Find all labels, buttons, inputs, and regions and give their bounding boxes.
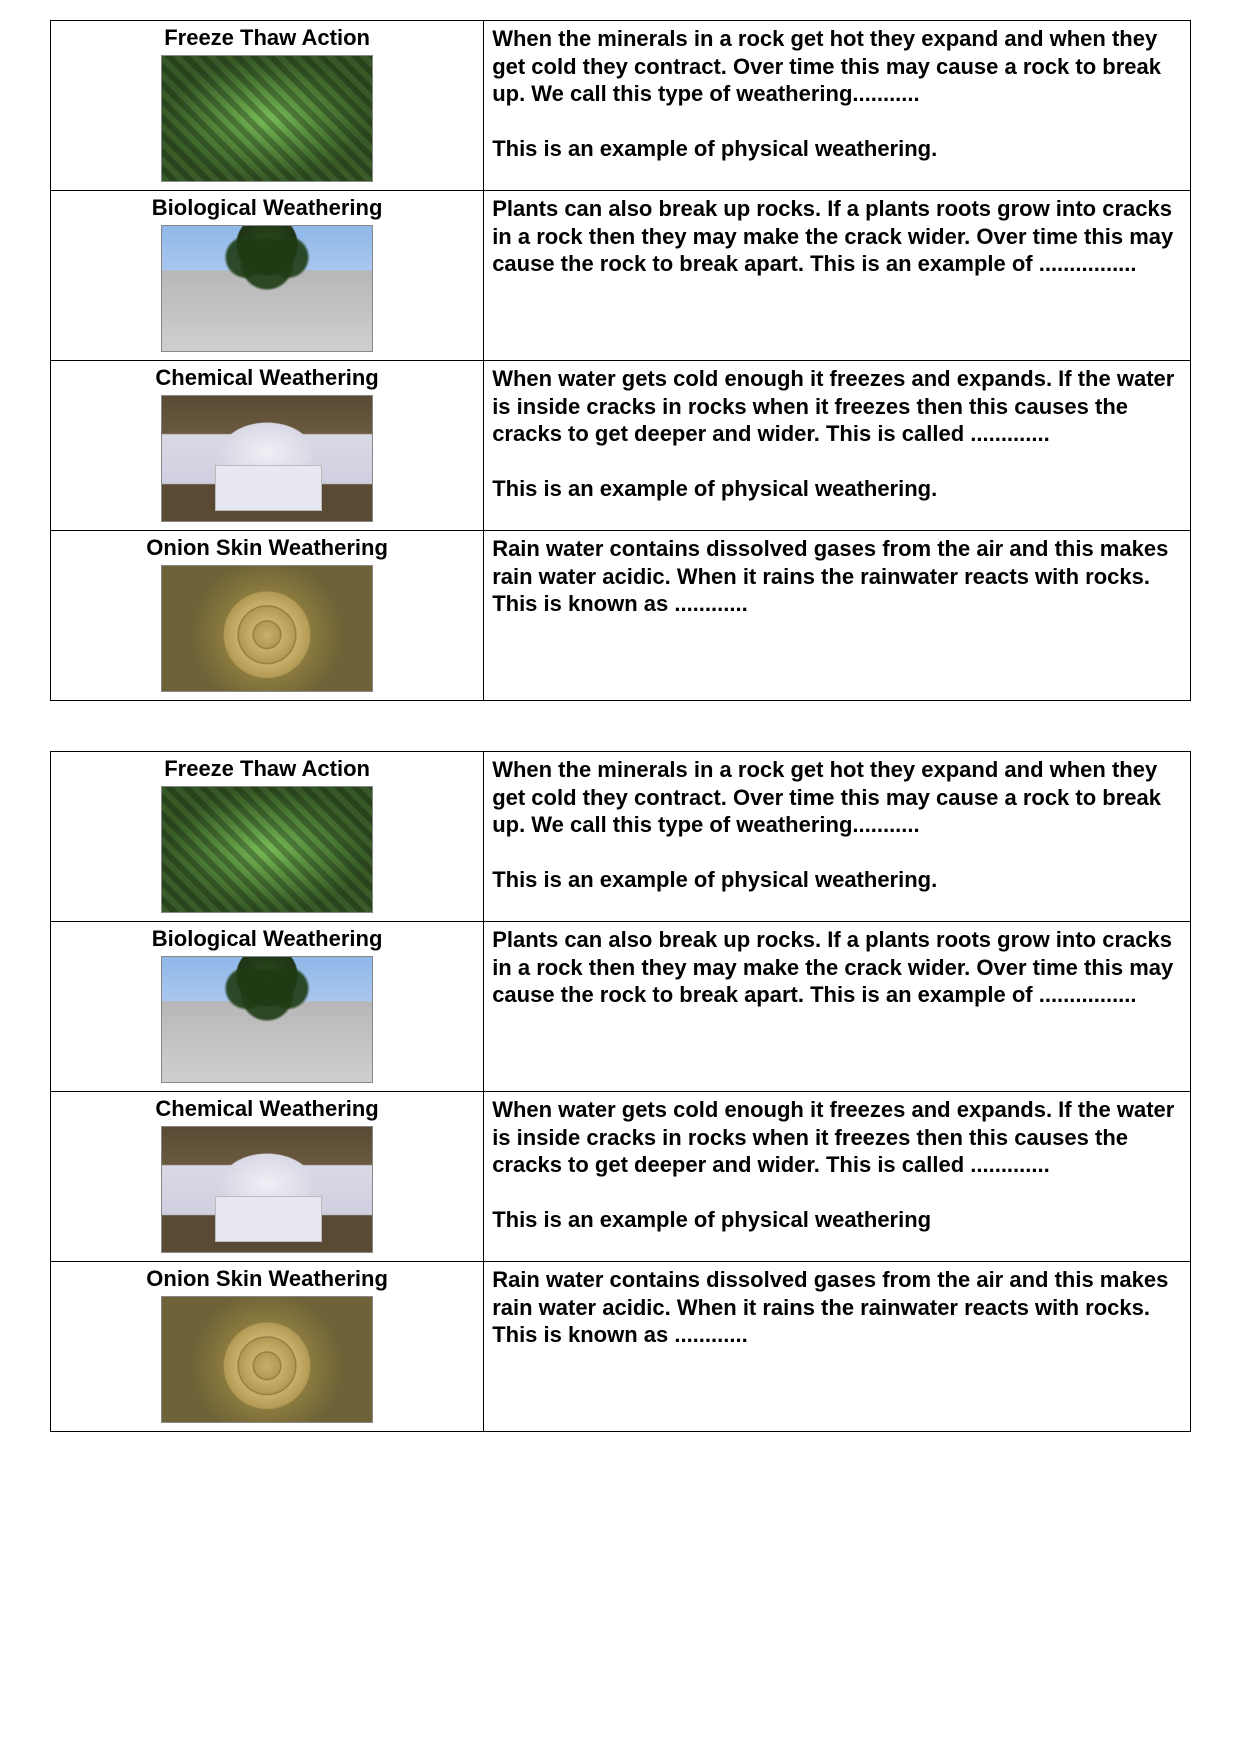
cell-left: Freeze Thaw Action <box>51 21 484 191</box>
row-title: Biological Weathering <box>59 195 475 221</box>
row-title: Chemical Weathering <box>59 365 475 391</box>
cell-right: When the minerals in a rock get hot they… <box>484 21 1191 191</box>
cell-left: Biological Weathering <box>51 922 484 1092</box>
cell-right: When the minerals in a rock get hot they… <box>484 752 1191 922</box>
weathering-table-1: Freeze Thaw Action When the minerals in … <box>50 20 1191 701</box>
rock-image-icon <box>161 565 373 692</box>
row-desc: When the minerals in a rock get hot they… <box>492 25 1182 163</box>
cell-right: Rain water contains dissolved gases from… <box>484 531 1191 701</box>
table-row: Freeze Thaw Action When the minerals in … <box>51 21 1191 191</box>
cell-right: Plants can also break up rocks. If a pla… <box>484 922 1191 1092</box>
cell-left: Onion Skin Weathering <box>51 1262 484 1432</box>
row-title: Onion Skin Weathering <box>59 535 475 561</box>
row-title: Biological Weathering <box>59 926 475 952</box>
table-row: Biological Weathering Plants can also br… <box>51 922 1191 1092</box>
row-desc: When the minerals in a rock get hot they… <box>492 756 1182 894</box>
rock-image-icon <box>161 395 373 522</box>
row-title: Chemical Weathering <box>59 1096 475 1122</box>
cell-left: Chemical Weathering <box>51 1092 484 1262</box>
row-title: Onion Skin Weathering <box>59 1266 475 1292</box>
cell-right: When water gets cold enough it freezes a… <box>484 361 1191 531</box>
cell-right: Rain water contains dissolved gases from… <box>484 1262 1191 1432</box>
cell-left: Biological Weathering <box>51 191 484 361</box>
row-desc: Plants can also break up rocks. If a pla… <box>492 195 1182 278</box>
cell-left: Onion Skin Weathering <box>51 531 484 701</box>
weathering-table-2: Freeze Thaw Action When the minerals in … <box>50 751 1191 1432</box>
row-title: Freeze Thaw Action <box>59 756 475 782</box>
rock-image-icon <box>161 956 373 1083</box>
rock-image-icon <box>161 786 373 913</box>
table-row: Chemical Weathering When water gets cold… <box>51 361 1191 531</box>
row-desc: When water gets cold enough it freezes a… <box>492 365 1182 503</box>
rock-image-icon <box>161 225 373 352</box>
row-desc: Plants can also break up rocks. If a pla… <box>492 926 1182 1009</box>
row-desc: Rain water contains dissolved gases from… <box>492 1266 1182 1349</box>
rock-image-icon <box>161 55 373 182</box>
table-row: Onion Skin Weathering Rain water contain… <box>51 1262 1191 1432</box>
row-desc: Rain water contains dissolved gases from… <box>492 535 1182 618</box>
rock-image-icon <box>161 1126 373 1253</box>
cell-right: When water gets cold enough it freezes a… <box>484 1092 1191 1262</box>
rock-image-icon <box>161 1296 373 1423</box>
cell-right: Plants can also break up rocks. If a pla… <box>484 191 1191 361</box>
table-row: Freeze Thaw Action When the minerals in … <box>51 752 1191 922</box>
row-title: Freeze Thaw Action <box>59 25 475 51</box>
row-desc: When water gets cold enough it freezes a… <box>492 1096 1182 1234</box>
cell-left: Chemical Weathering <box>51 361 484 531</box>
table-row: Biological Weathering Plants can also br… <box>51 191 1191 361</box>
page: Freeze Thaw Action When the minerals in … <box>0 0 1241 1502</box>
cell-left: Freeze Thaw Action <box>51 752 484 922</box>
table-row: Onion Skin Weathering Rain water contain… <box>51 531 1191 701</box>
table-row: Chemical Weathering When water gets cold… <box>51 1092 1191 1262</box>
